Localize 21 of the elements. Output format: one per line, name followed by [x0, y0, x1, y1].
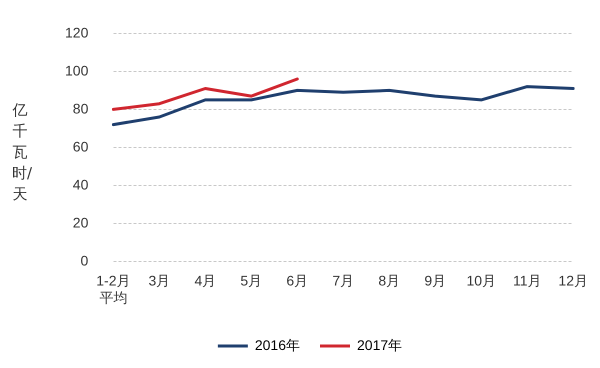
y-tick-label: 120 [65, 24, 89, 40]
legend-label: 2017年 [357, 336, 402, 353]
y-tick-label: 0 [80, 252, 89, 268]
x-tick-label: 6月 [286, 272, 308, 289]
x-tick-label: 7月 [332, 272, 354, 289]
x-tick-label: 12月 [558, 272, 588, 289]
y-tick-label: 80 [72, 100, 89, 116]
y-tick-label: 100 [65, 62, 89, 78]
legend-label: 2016年 [254, 336, 300, 353]
x-tick-label: 5月 [240, 272, 262, 289]
y-tick-label: 40 [72, 176, 89, 192]
y-tick-label: 60 [72, 138, 89, 154]
y-tick-label: 20 [72, 214, 89, 230]
y-axis-title: 亿千瓦时/天 [12, 100, 32, 205]
x-tick-label: 11月 [512, 272, 542, 289]
x-tick-label: 1-2月平均 [96, 272, 130, 306]
x-tick-label: 9月 [424, 272, 446, 289]
x-tick-label: 8月 [378, 272, 400, 289]
x-tick-label: 3月 [148, 272, 170, 289]
x-tick-label: 10月 [466, 272, 496, 289]
x-tick-label: 4月 [194, 272, 216, 289]
